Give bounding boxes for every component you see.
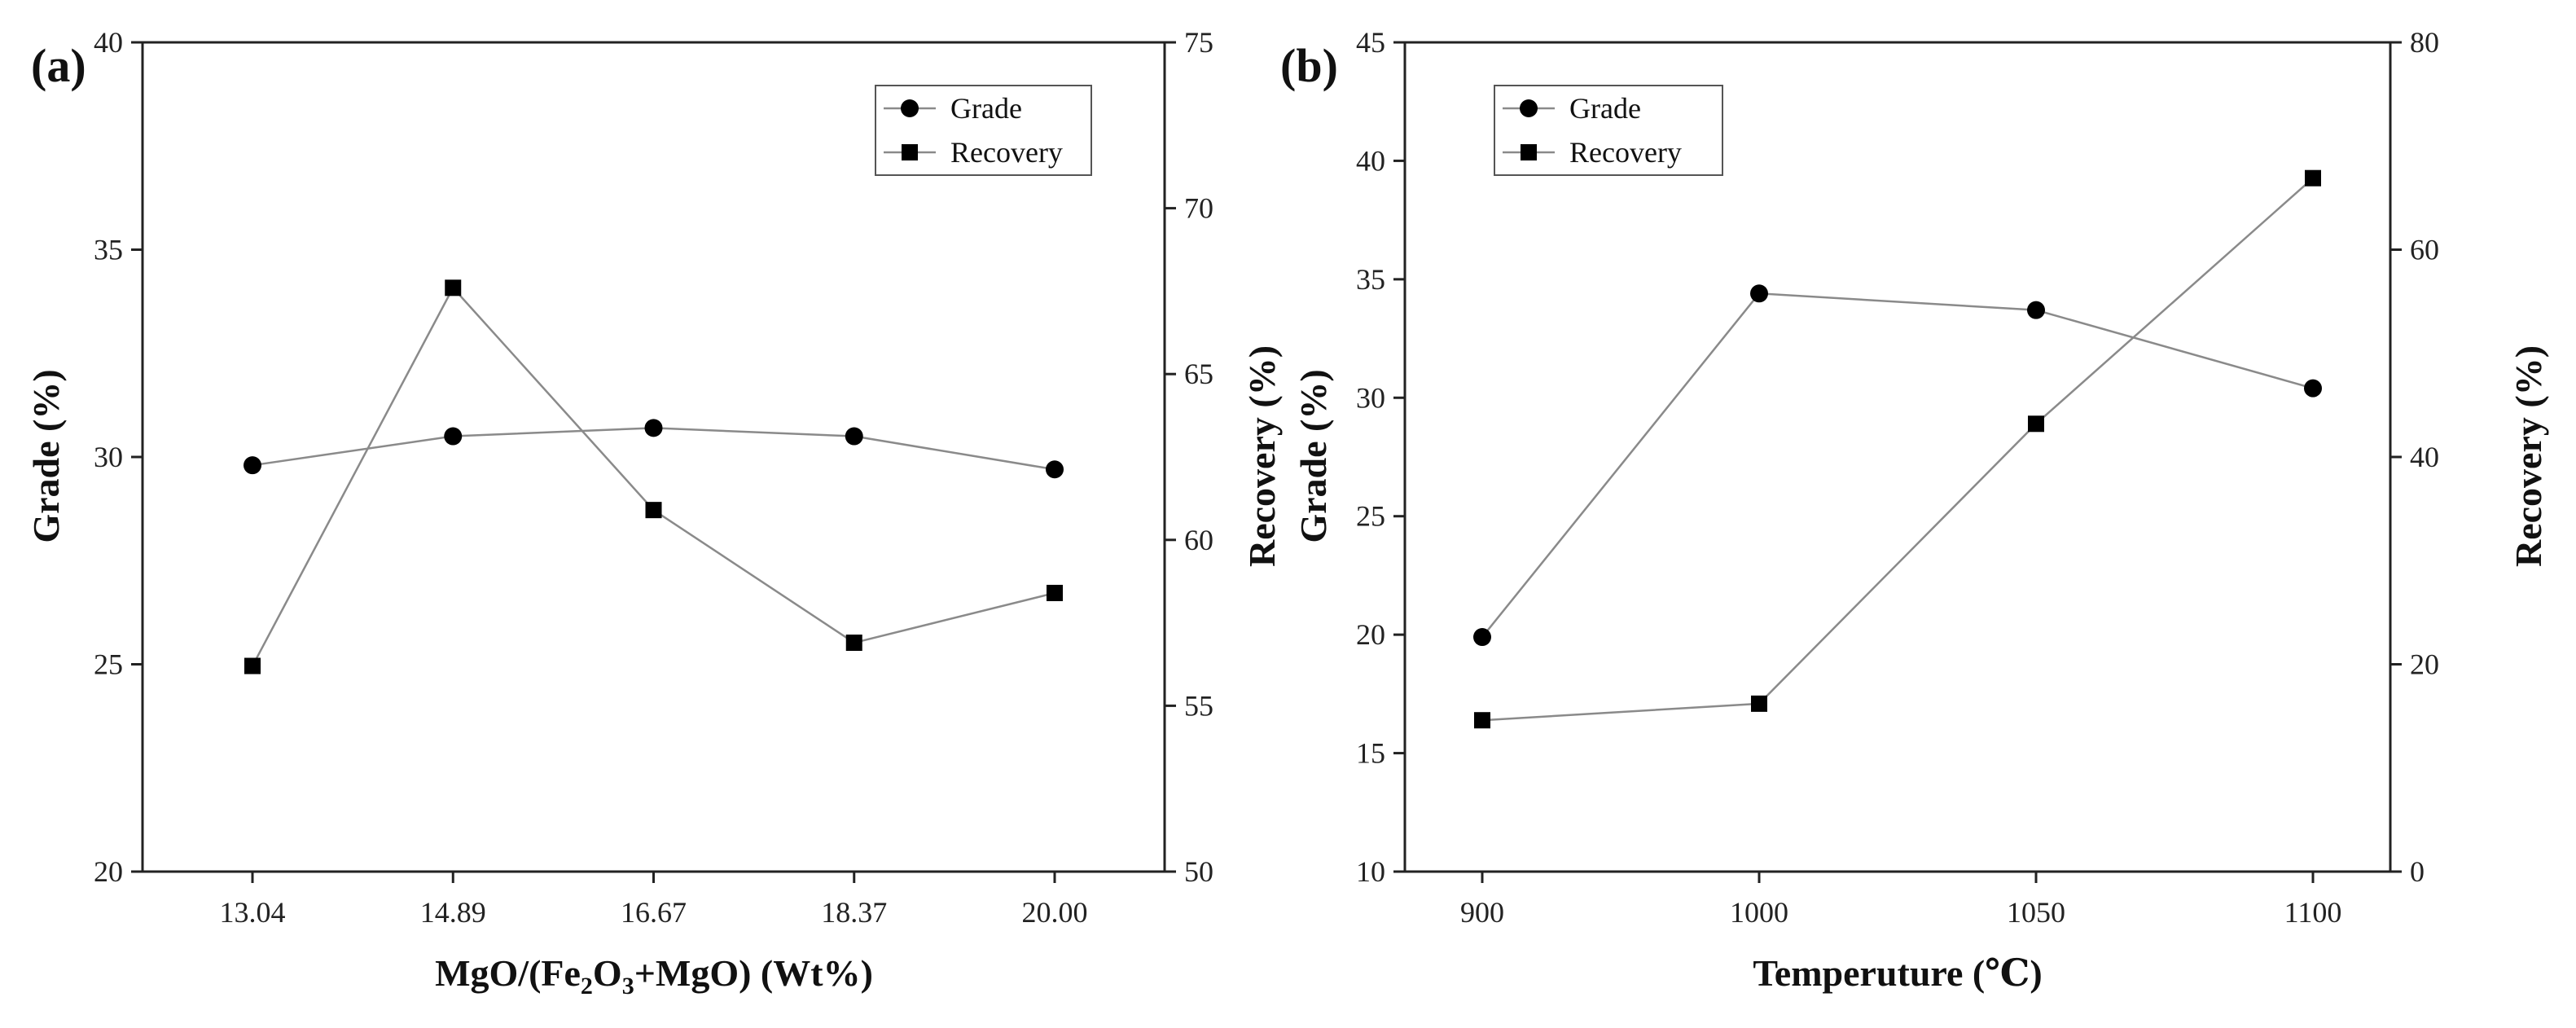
y-right-tick-label: 75 xyxy=(1184,26,1213,59)
y-left-tick-label: 45 xyxy=(1356,26,1385,59)
series-line-recovery xyxy=(1481,177,2314,722)
legend-marker-grade xyxy=(1520,99,1538,117)
x-axis-title-part: 3 xyxy=(622,973,634,999)
y-axis-left-title: Grade (%) xyxy=(25,369,67,543)
x-axis-title-part: Temperuture (℃) xyxy=(1753,952,2042,994)
y-left-tick-label: 15 xyxy=(1356,737,1385,770)
y-left-tick-label: 20 xyxy=(94,855,123,888)
y-left-tick-label: 10 xyxy=(1356,855,1385,888)
data-point-recovery xyxy=(1751,695,1767,712)
data-point-grade xyxy=(644,419,663,437)
y-axis-left-title: Grade (%) xyxy=(1292,369,1334,543)
y-left-tick-label: 40 xyxy=(94,26,123,59)
panel-a: 20 25 30 35 40 50 55 60 65 70 75 13.04 14.89 16.67 18.… xyxy=(25,26,1283,999)
x-axis-title-part: MgO/(Fe xyxy=(435,952,581,994)
x-tick-label: 16.67 xyxy=(621,896,687,929)
y-right-tick-label: 60 xyxy=(2410,234,2439,266)
series-line-recovery xyxy=(251,286,1055,667)
y-left-tick-label: 25 xyxy=(94,648,123,681)
y-left-tick-label: 35 xyxy=(94,234,123,266)
data-point-recovery xyxy=(244,657,261,674)
data-point-grade xyxy=(444,427,463,446)
data-point-recovery xyxy=(845,635,862,652)
legend-label-grade: Grade xyxy=(1569,92,1641,125)
legend-marker-recovery xyxy=(902,144,918,160)
x-axis-title-part: O xyxy=(593,952,622,994)
y-axis-right-title: Recovery (%) xyxy=(1241,345,1283,567)
legend-label-recovery: Recovery xyxy=(950,136,1063,169)
x-tick-label: 900 xyxy=(1460,896,1504,929)
y-right-tick-label: 55 xyxy=(1184,689,1213,722)
data-point-grade xyxy=(244,456,261,475)
y-right-tick-label: 40 xyxy=(2410,441,2439,473)
x-tick-label: 20.00 xyxy=(1022,896,1088,929)
x-axis-title-part: +MgO) (Wt%) xyxy=(634,952,873,994)
x-tick-label: 14.89 xyxy=(420,896,486,929)
data-point-grade xyxy=(1046,460,1064,479)
y-left-tick-label: 40 xyxy=(1356,144,1385,177)
y-right-tick-label: 0 xyxy=(2410,855,2425,888)
data-point-grade xyxy=(2027,301,2045,319)
x-tick-label: 13.04 xyxy=(220,896,286,929)
y-right-tick-label: 80 xyxy=(2410,26,2439,59)
x-tick-label: 1000 xyxy=(1730,896,1788,929)
panel-label-a: (a) xyxy=(31,39,86,92)
y-right-tick-label: 65 xyxy=(1184,358,1213,390)
y-left-tick-label: 20 xyxy=(1356,618,1385,651)
legend-marker-recovery xyxy=(1521,144,1537,160)
legend-label-grade: Grade xyxy=(950,92,1022,125)
legend-label-recovery: Recovery xyxy=(1569,136,1682,169)
data-point-recovery xyxy=(445,279,462,297)
data-point-grade xyxy=(2304,379,2322,398)
x-tick-label: 1050 xyxy=(2007,896,2065,929)
y-axis-right-title: Recovery (%) xyxy=(2508,345,2549,567)
data-point-grade xyxy=(845,427,863,446)
series-line-grade xyxy=(1481,292,2314,638)
y-left-tick-label: 25 xyxy=(1356,500,1385,533)
data-point-recovery xyxy=(1474,712,1490,729)
y-right-tick-label: 70 xyxy=(1184,192,1213,225)
data-point-recovery xyxy=(1047,584,1063,601)
data-point-recovery xyxy=(645,502,662,519)
x-tick-label: 1100 xyxy=(2284,896,2342,929)
x-axis-title: Temperuture (℃) xyxy=(1753,952,2042,994)
panel-b: 10 15 20 25 30 35 40 45 0 20 40 60 80 900 1000 1050 1100… xyxy=(1280,26,2549,994)
y-right-tick-label: 50 xyxy=(1184,855,1213,888)
y-right-tick-label: 60 xyxy=(1184,524,1213,556)
panel-label-b: (b) xyxy=(1280,39,1338,92)
x-axis-title-part: 2 xyxy=(581,973,593,999)
data-point-recovery xyxy=(2028,415,2044,433)
x-axis-title: MgO/(Fe2O3+MgO) (Wt%) xyxy=(435,952,873,999)
y-right-tick-label: 20 xyxy=(2410,648,2439,681)
data-point-recovery xyxy=(2305,169,2321,187)
data-point-grade xyxy=(1473,628,1491,647)
y-left-tick-label: 35 xyxy=(1356,263,1385,296)
data-point-grade xyxy=(1750,284,1768,303)
y-left-tick-label: 30 xyxy=(1356,381,1385,414)
x-tick-label: 18.37 xyxy=(821,896,887,929)
y-left-tick-label: 30 xyxy=(94,441,123,473)
legend-marker-grade xyxy=(901,99,919,117)
